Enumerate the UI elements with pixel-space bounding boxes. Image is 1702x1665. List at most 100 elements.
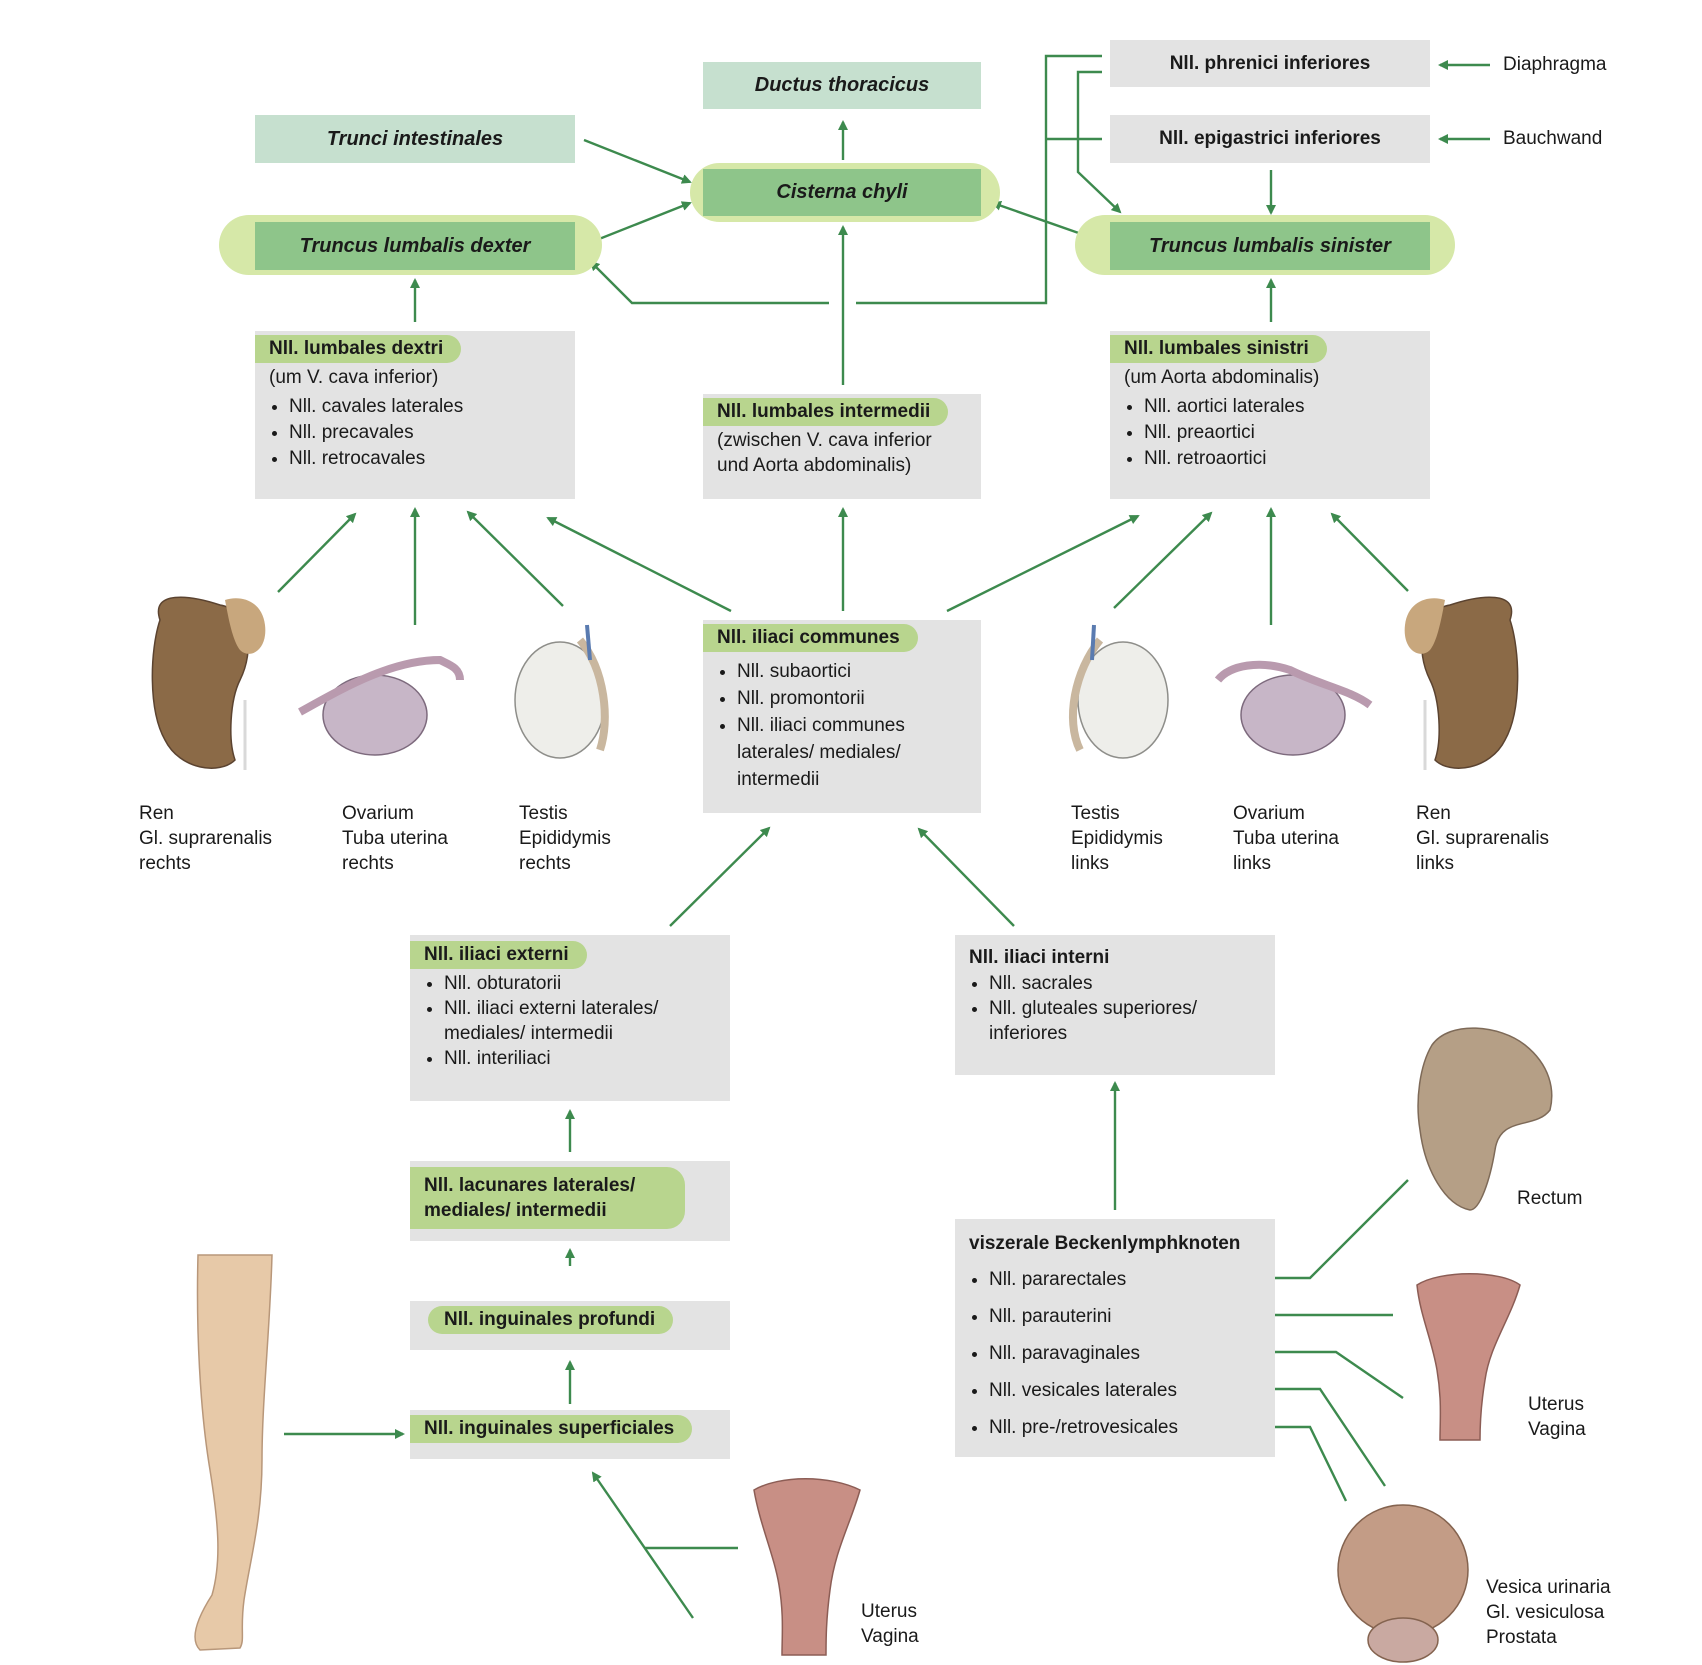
list-item: Nll. precavales: [289, 420, 575, 446]
nll-iliaci-interni-list: Nll. sacrales Nll. gluteales superiores/…: [955, 971, 1275, 1046]
list-item-line: Nll. iliaci communes: [737, 715, 905, 736]
nll-lumbales-sinistri-list: Nll. aortici laterales Nll. preaortici N…: [1110, 394, 1430, 472]
label-ovarium-rechts: Ovarium Tuba uterina rechts: [342, 801, 448, 876]
list-item-line: mediales/ intermedii: [444, 1023, 613, 1044]
uterus-bottom-illustration: [753, 1478, 861, 1656]
nll-inguinales-profundi-title: Nll. inguinales profundi: [428, 1306, 674, 1334]
label-line: Epididymis: [1071, 828, 1163, 849]
viszerale-beckenlymphknoten-box: viszerale Beckenlymphknoten Nll. pararec…: [955, 1219, 1275, 1457]
kidney-right-illustration: [151, 596, 266, 770]
label-uterus-vagina-bottom: Uterus Vagina: [861, 1599, 919, 1649]
nll-iliaci-interni-title: Nll. iliaci interni: [969, 947, 1110, 968]
label-line: Tuba uterina: [1233, 828, 1339, 849]
nll-epigastrici-inferiores-box: Nll. epigastrici inferiores: [1110, 115, 1430, 163]
list-item: Nll. subaortici: [737, 658, 981, 685]
nll-iliaci-externi-list: Nll. obturatorii Nll. iliaci externi lat…: [410, 971, 730, 1071]
list-item-line: Nll. gluteales superiores/: [989, 998, 1198, 1019]
cisterna-chyli-box: Cisterna chyli: [703, 169, 981, 216]
nll-lumbales-sinistri-box: Nll. lumbales sinistri (um Aorta abdomin…: [1110, 331, 1430, 499]
nll-inguinales-profundi-box: Nll. inguinales profundi: [410, 1301, 730, 1350]
nll-lumbales-dextri-subtitle: (um V. cava inferior): [269, 367, 439, 388]
list-item: Nll. cavales laterales: [289, 394, 575, 420]
label-ren-links: Ren Gl. suprarenalis links: [1416, 801, 1549, 876]
label-bauchwand: Bauchwand: [1503, 128, 1603, 149]
list-item: Nll. sacrales: [989, 971, 1275, 996]
nll-lumbales-dextri-box: Nll. lumbales dextri (um V. cava inferio…: [255, 331, 575, 499]
label-uterus-vagina-right: Uterus Vagina: [1528, 1392, 1586, 1442]
label-line: rechts: [519, 853, 571, 874]
nll-lumbales-dextri-title: Nll. lumbales dextri: [255, 335, 462, 363]
list-item: Nll. iliaci externi laterales/ mediales/…: [444, 996, 730, 1046]
viszerale-list: Nll. pararectales Nll. parauterini Nll. …: [955, 1261, 1275, 1446]
list-item: Nll. promontorii: [737, 685, 981, 712]
label-ovarium-links: Ovarium Tuba uterina links: [1233, 801, 1339, 876]
nll-iliaci-communes-list: Nll. subaortici Nll. promontorii Nll. il…: [703, 658, 981, 793]
nll-inguinales-superficiales-box: Nll. inguinales superficiales: [410, 1410, 730, 1459]
leg-illustration: [194, 1254, 273, 1651]
label-rectum: Rectum: [1517, 1188, 1583, 1209]
label-line: Vagina: [1528, 1419, 1586, 1440]
nll-iliaci-externi-box: Nll. iliaci externi Nll. obturatorii Nll…: [410, 935, 730, 1101]
truncus-lumbalis-dexter-box: Truncus lumbalis dexter: [255, 222, 575, 270]
nll-iliaci-externi-title: Nll. iliaci externi: [410, 941, 587, 969]
label-line: Gl. vesiculosa: [1486, 1602, 1605, 1623]
list-item: Nll. vesicales laterales: [989, 1372, 1275, 1409]
nll-lumbales-intermedii-box: Nll. lumbales intermedii (zwischen V. ca…: [703, 394, 981, 499]
list-item: Nll. iliaci communes laterales/ mediales…: [737, 712, 981, 793]
list-item-line: Nll. iliaci externi laterales/: [444, 998, 659, 1019]
nll-iliaci-communes-title: Nll. iliaci communes: [703, 624, 918, 652]
label-line: Vesica urinaria: [1486, 1577, 1611, 1598]
viszerale-title: viszerale Beckenlymphknoten: [969, 1233, 1241, 1254]
list-item-line: inferiores: [989, 1023, 1068, 1044]
list-item: Nll. preaortici: [1144, 420, 1430, 446]
nll-lumbales-intermedii-sub2: und Aorta abdominalis): [717, 455, 912, 476]
trunci-intestinales-box: Trunci intestinales: [255, 115, 575, 163]
label-testis-rechts: Testis Epididymis rechts: [519, 801, 611, 876]
list-item: Nll. paravaginales: [989, 1335, 1275, 1372]
list-item: Nll. parauterini: [989, 1298, 1275, 1335]
ovary-left-illustration: [1214, 660, 1373, 756]
truncus-lumbalis-sinister-box: Truncus lumbalis sinister: [1110, 222, 1430, 270]
tag-line: mediales/ intermedii: [424, 1200, 607, 1221]
kidney-left-illustration: [1404, 596, 1519, 770]
list-item: Nll. retroaortici: [1144, 446, 1430, 472]
testis-left-illustration: [1068, 624, 1169, 759]
label-line: Ren: [139, 803, 174, 824]
label-diaphragma: Diaphragma: [1503, 54, 1607, 75]
label-line: Tuba uterina: [342, 828, 448, 849]
nll-lacunares-box: Nll. lacunares laterales/ mediales/ inte…: [410, 1161, 730, 1241]
label-line: Uterus: [861, 1601, 917, 1622]
list-item: Nll. aortici laterales: [1144, 394, 1430, 420]
nll-phrenici-inferiores-box: Nll. phrenici inferiores: [1110, 40, 1430, 87]
nll-lumbales-intermedii-sub1: (zwischen V. cava inferior: [717, 430, 932, 451]
label-line: Testis: [1071, 803, 1120, 824]
list-item-line: intermedii: [737, 769, 820, 790]
ovary-right-illustration: [298, 655, 464, 756]
label-line: Ovarium: [1233, 803, 1305, 824]
label-line: rechts: [342, 853, 394, 874]
label-line: Vagina: [861, 1626, 919, 1647]
nll-lumbales-sinistri-title: Nll. lumbales sinistri: [1110, 335, 1327, 363]
bladder-illustration: [1337, 1504, 1469, 1663]
label-line: Gl. suprarenalis: [139, 828, 273, 849]
ductus-thoracicus-box: Ductus thoracicus: [703, 62, 981, 109]
list-item: Nll. pararectales: [989, 1261, 1275, 1298]
testis-right-illustration: [514, 624, 609, 759]
label-line: Ovarium: [342, 803, 414, 824]
list-item: Nll. retrocavales: [289, 446, 575, 472]
label-line: links: [1071, 853, 1110, 874]
nll-lumbales-sinistri-subtitle: (um Aorta abdominalis): [1124, 367, 1320, 388]
list-item: Nll. gluteales superiores/ inferiores: [989, 996, 1275, 1046]
label-line: links: [1233, 853, 1272, 874]
label-line: links: [1416, 853, 1455, 874]
nll-iliaci-communes-box: Nll. iliaci communes Nll. subaortici Nll…: [703, 620, 981, 813]
nll-lumbales-dextri-list: Nll. cavales laterales Nll. precavales N…: [255, 394, 575, 472]
nll-lumbales-intermedii-title: Nll. lumbales intermedii: [703, 398, 949, 426]
uterus-right-illustration: [1416, 1273, 1521, 1441]
label-testis-links: Testis Epididymis links: [1071, 801, 1163, 876]
rectum-illustration: [1417, 1027, 1553, 1211]
label-line: Gl. suprarenalis: [1416, 828, 1550, 849]
label-ren-rechts: Ren Gl. suprarenalis rechts: [139, 801, 272, 876]
label-line: Uterus: [1528, 1394, 1584, 1415]
